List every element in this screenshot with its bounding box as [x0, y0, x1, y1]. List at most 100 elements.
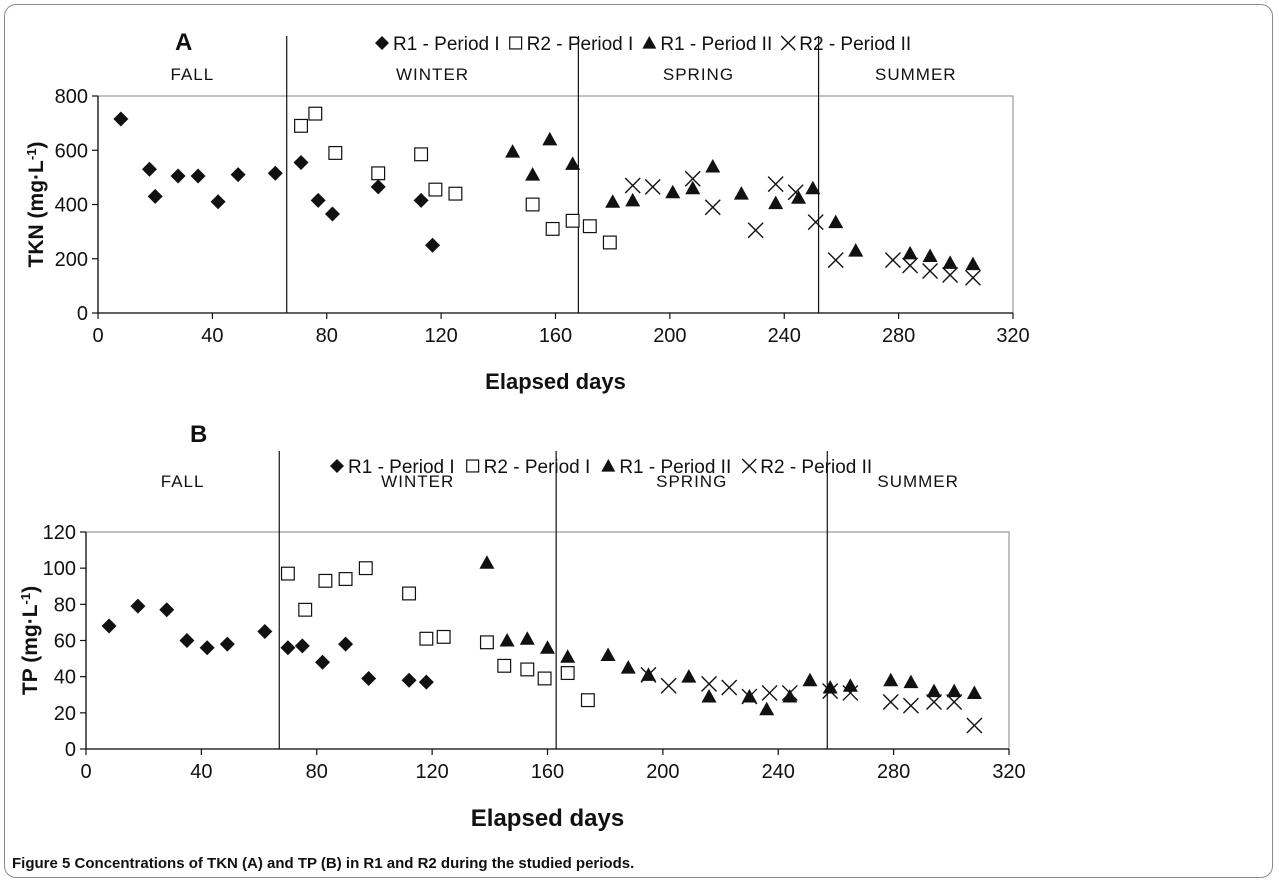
legend-marker-r1-period-i	[375, 36, 389, 50]
x-tick-label: 40	[190, 761, 212, 783]
x-tick-label: 200	[646, 761, 679, 783]
data-point	[782, 689, 798, 703]
data-point	[280, 566, 295, 581]
legend-marker-r2-period-ii	[780, 35, 796, 51]
data-point	[448, 186, 463, 201]
data-point	[624, 177, 641, 194]
season-label-summer: SUMMER	[877, 472, 959, 491]
data-point	[684, 170, 701, 187]
data-point	[842, 684, 859, 701]
legend-label-r2-period-i: R2 - Period I	[527, 34, 634, 55]
data-point	[413, 192, 429, 208]
legend-marker-r2-period-ii	[741, 458, 757, 474]
legend-label-r2-period-ii: R2 - Period II	[760, 457, 872, 478]
x-tick-label: 0	[80, 761, 91, 783]
data-point	[159, 602, 175, 618]
data-point	[370, 179, 386, 195]
series-r2-period-i	[294, 106, 617, 250]
data-point	[179, 633, 195, 648]
figure-caption-text: Concentrations of TKN (A) and TP (B) in …	[74, 855, 635, 872]
data-point	[848, 243, 864, 257]
data-point	[298, 602, 313, 617]
x-tick-label: 80	[316, 325, 338, 347]
legend-marker-r1-period-ii	[642, 36, 657, 49]
y-axis-label: TP (mg·L-1)	[18, 586, 43, 695]
y-tick-label: 100	[43, 558, 76, 580]
x-tick-label: 200	[653, 325, 686, 347]
data-point	[479, 555, 495, 569]
x-tick-label: 40	[201, 325, 223, 347]
data-point	[565, 213, 580, 228]
data-point	[942, 267, 959, 284]
data-point	[402, 586, 417, 601]
data-point	[827, 252, 844, 269]
series-r1-period-ii	[479, 555, 982, 716]
y-tick-label: 60	[54, 631, 76, 653]
data-point	[130, 598, 146, 614]
data-point	[625, 192, 641, 207]
legend-marker-r2-period-i	[466, 459, 480, 473]
data-point	[293, 154, 309, 170]
series-r2-period-ii	[624, 170, 981, 286]
data-point	[257, 623, 273, 639]
data-point	[883, 672, 899, 687]
data-point	[113, 111, 129, 127]
data-point	[210, 194, 226, 210]
x-tick-label: 120	[415, 761, 448, 783]
data-point	[902, 257, 919, 274]
data-point	[582, 219, 597, 234]
data-point	[315, 654, 331, 670]
chart-tkn: A R1 - Period I R2 - Period I R1 - Period I…	[24, 29, 1030, 394]
data-point	[926, 693, 943, 710]
season-label-winter: WINTER	[381, 472, 454, 491]
data-point	[704, 199, 721, 216]
x-tick-label: 120	[424, 325, 457, 347]
data-point	[294, 638, 310, 654]
data-point	[721, 679, 738, 696]
legend-marker-r1-period-i	[330, 459, 344, 473]
series-r2-period-ii	[640, 666, 983, 734]
data-point	[419, 631, 434, 646]
data-point	[141, 161, 157, 177]
legend-label-r2-period-i: R2 - Period I	[484, 457, 591, 478]
data-point	[787, 184, 804, 201]
data-point	[822, 683, 839, 700]
data-point	[324, 206, 340, 222]
data-point	[902, 245, 918, 260]
x-tick-label: 280	[877, 761, 910, 783]
data-point	[338, 572, 353, 586]
data-point	[505, 144, 521, 158]
season-label-fall: FALL	[161, 472, 205, 491]
legend-label-r1-period-i: R1 - Period I	[348, 457, 455, 478]
data-point	[705, 159, 721, 173]
legend-label-r1-period-i: R1 - Period I	[393, 34, 500, 55]
chart-tp: B R1 - Period I R2 - Period I R1 - Period I…	[18, 421, 1026, 832]
y-axis-label: TKN (mg·L-1)	[24, 142, 49, 268]
series-r1-period-ii	[505, 131, 981, 271]
data-point	[768, 195, 784, 210]
data-point	[101, 618, 117, 634]
data-point	[822, 680, 838, 694]
data-point	[922, 248, 938, 263]
data-point	[401, 672, 417, 688]
y-tick-label: 0	[77, 303, 88, 325]
data-point	[761, 684, 778, 701]
data-point	[308, 106, 323, 121]
data-point	[230, 167, 246, 183]
data-point	[170, 168, 186, 184]
panel-label: B	[190, 421, 207, 448]
y-tick-label: 800	[55, 86, 88, 108]
data-point	[791, 190, 807, 204]
data-point	[828, 214, 844, 229]
data-point	[602, 235, 617, 250]
data-point	[644, 178, 661, 195]
y-tick-label: 20	[54, 703, 76, 725]
data-point	[665, 184, 681, 199]
data-point	[805, 180, 821, 195]
figure-caption: Figure 5 Concentrations of TKN (A) and T…	[12, 855, 634, 872]
data-point	[497, 658, 512, 673]
x-tick-label: 0	[92, 325, 103, 347]
series-r2-period-i	[280, 561, 595, 708]
data-point	[560, 649, 576, 663]
data-point	[310, 192, 326, 208]
